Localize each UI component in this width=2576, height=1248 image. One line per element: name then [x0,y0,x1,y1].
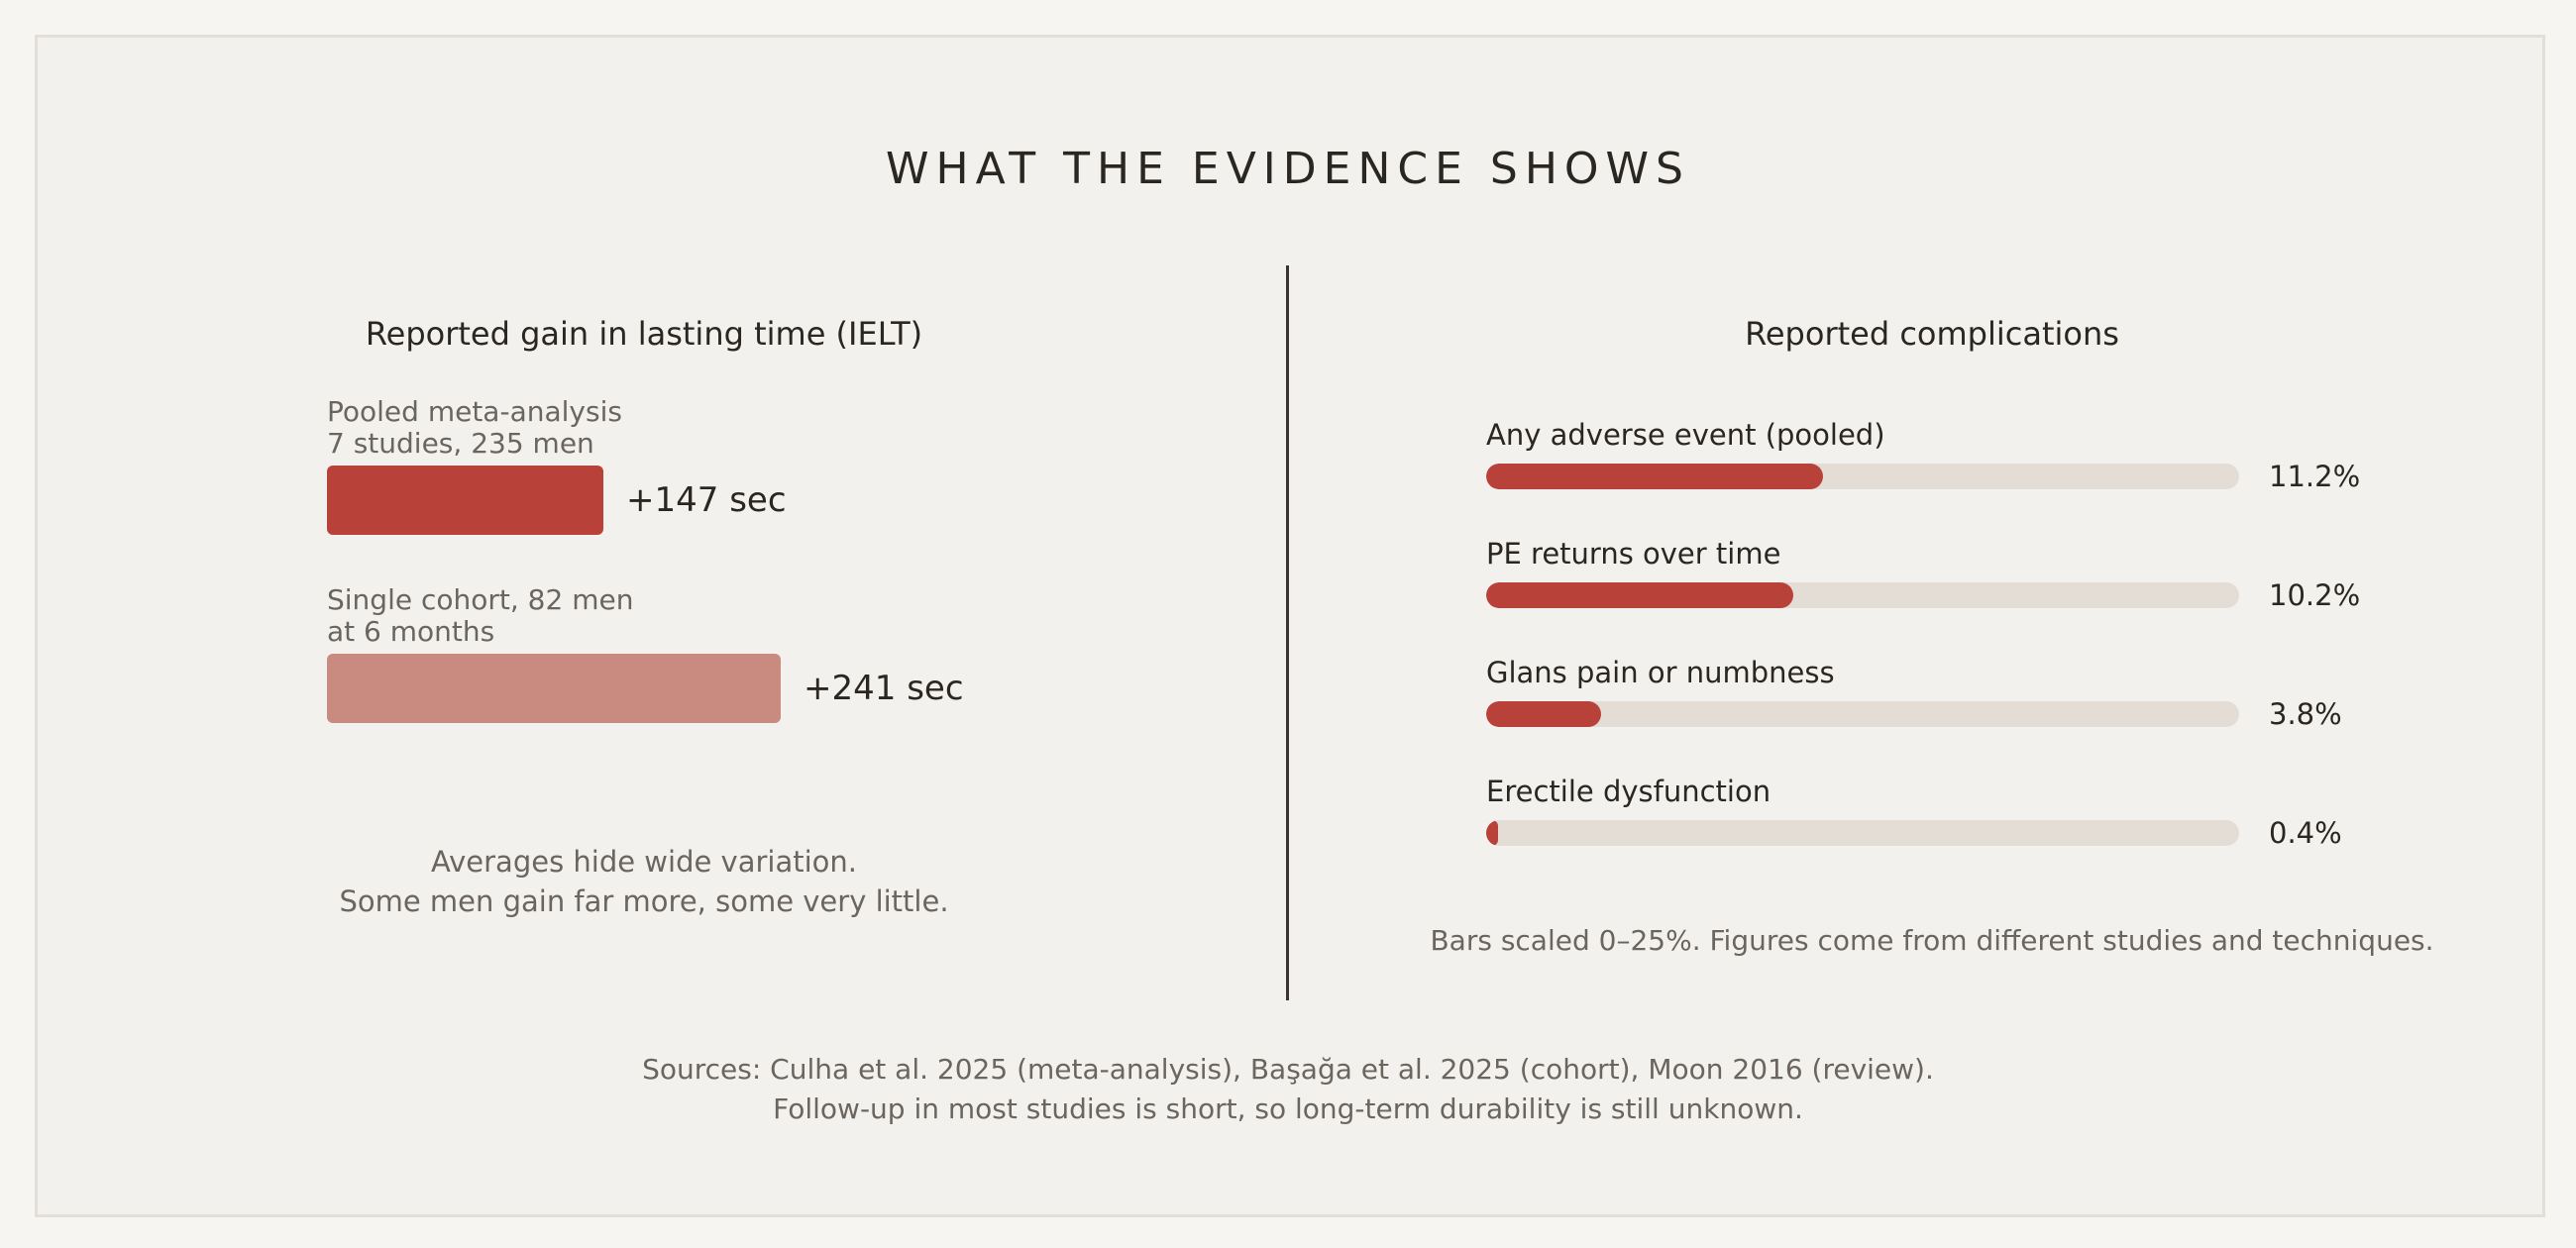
complication-label-glans-pain: Glans pain or numbness [1486,656,1835,689]
complication-bar-any-adverse [1486,464,1823,489]
complication-label-erectile: Erectile dysfunction [1486,775,1771,808]
ielt-note: Averages hide wide variation. Some men g… [248,842,1040,921]
complications-note: Bars scaled 0–25%. Figures come from dif… [1430,924,2434,957]
ielt-chart-title: Reported gain in lasting time (IELT) [365,315,923,353]
sources-line: Sources: Culha et al. 2025 (meta-analysi… [642,1053,1934,1086]
chart-panel [35,35,2545,1217]
ielt-note-line: Averages hide wide variation. [430,845,857,879]
ielt-category-line: Pooled meta-analysis [327,395,622,428]
ielt-category-line: Single cohort, 82 men [327,583,634,616]
complication-track [1486,464,2239,489]
ielt-bar-cohort [327,654,781,723]
section-divider [1286,265,1289,1000]
complication-value-erectile: 0.4% [2269,816,2342,850]
complications-chart-title: Reported complications [1745,315,2119,353]
complication-value-glans-pain: 3.8% [2269,697,2342,731]
ielt-category-line: 7 studies, 235 men [327,427,594,460]
ielt-category-label-1: Single cohort, 82 men at 6 months [327,584,633,648]
ielt-category-line: at 6 months [327,615,495,648]
complication-track [1486,582,2239,608]
ielt-value-label-cohort: +241 sec [804,669,964,708]
complication-bar-glans-pain [1486,701,1601,727]
complication-value-any-adverse: 11.2% [2269,460,2361,493]
sources-footnote: Sources: Culha et al. 2025 (meta-analysi… [297,1050,2279,1129]
complication-bar-pe-returns [1486,582,1793,608]
complication-label-any-adverse: Any adverse event (pooled) [1486,418,1885,452]
complication-track [1486,701,2239,727]
ielt-value-label-pooled: +147 sec [626,480,787,520]
complication-value-pe-returns: 10.2% [2269,578,2361,612]
ielt-note-line: Some men gain far more, some very little… [339,884,949,918]
sources-line: Follow-up in most studies is short, so l… [773,1092,1803,1125]
complication-bar-erectile [1486,820,1498,846]
page-title: WHAT THE EVIDENCE SHOWS [886,144,1690,194]
complication-label-pe-returns: PE returns over time [1486,537,1781,571]
ielt-category-label-0: Pooled meta-analysis 7 studies, 235 men [327,396,622,460]
complication-track [1486,820,2239,846]
ielt-bar-pooled [327,466,603,535]
